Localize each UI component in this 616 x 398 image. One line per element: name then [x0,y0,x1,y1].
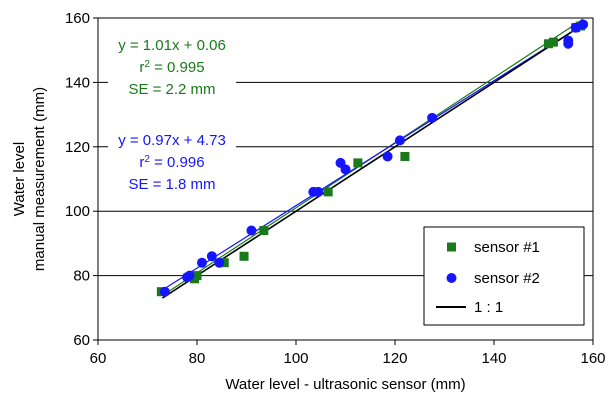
annotation-2-line-2: r2 = 0.996 [139,154,204,172]
x-tick-label: 140 [481,350,506,367]
sensor1-point [192,271,202,281]
y-tick-label: 60 [73,332,90,349]
y-tick-label: 120 [65,139,90,156]
sensor2-point [313,186,324,197]
y-axis-label-line-2: manual measurement (mm) [31,87,48,271]
sensor1-point [400,151,410,161]
data-points [156,19,589,297]
sensor2-point [427,112,438,123]
sensor2-point [214,257,225,268]
fit-line-2 [162,23,584,291]
sensor1-point [259,226,269,236]
sensor2-point [394,135,405,146]
x-tick-label: 60 [90,350,107,367]
y-tick-label: 100 [65,203,90,220]
one-to-one-line [161,23,584,299]
legend-label: 1 : 1 [474,299,503,316]
legend-label: sensor #1 [474,239,540,256]
plot-area-frame [97,17,594,341]
fit-lines [161,18,584,299]
annotation-1-line-3: SE = 2.2 mm [128,81,215,98]
sensor2-point [206,251,217,262]
annotation-1-line-1: y = 1.01x + 0.06 [118,37,226,54]
sensor2-point [382,151,393,162]
annotation-2-line-3: SE = 1.8 mm [128,176,215,193]
sensor2-point [159,286,170,297]
x-tick-label: 100 [283,350,308,367]
sensor2-point [563,35,574,46]
legend-label: sensor #2 [474,270,540,287]
legend: sensor #1 sensor #2 1 : 1 [423,226,585,326]
sensor1-point [548,37,558,47]
annotation-1-line-2: r2 = 0.995 [139,59,204,77]
legend-marker-sensor1 [447,242,456,252]
sensor1-point [239,251,249,261]
annotation-backdrop [108,30,236,112]
y-axis-label-line-1: Water level [11,142,28,216]
y-tick-label: 80 [73,268,90,285]
y-tick-label: 140 [65,74,90,91]
sensor1-point [543,39,553,49]
x-tick-label: 120 [382,350,407,367]
sensor2-point [578,19,589,30]
fit-annotations: y = 1.01x + 0.06 r2 = 0.995 SE = 2.2 mm y =… [108,30,236,196]
x-tick-label: 160 [580,350,605,367]
legend-marker-sensor2 [446,273,457,283]
sensor2-point [340,164,351,175]
y-tick-label: 160 [65,10,90,27]
sensor1-point [323,187,333,197]
sensor2-point [246,225,257,236]
x-axis-label: Water level - ultrasonic sensor (mm) [225,376,465,393]
x-tick-label: 80 [189,350,206,367]
annotation-2-line-1: y = 0.97x + 4.73 [118,132,226,149]
axis-ticks: 60 80 100 120 140 160 60 80 100 120 140 160 [65,10,606,367]
sensor1-point [353,158,363,168]
sensor2-point [184,270,195,281]
annotation-backdrop [108,124,236,196]
sensor2-point [196,257,207,268]
